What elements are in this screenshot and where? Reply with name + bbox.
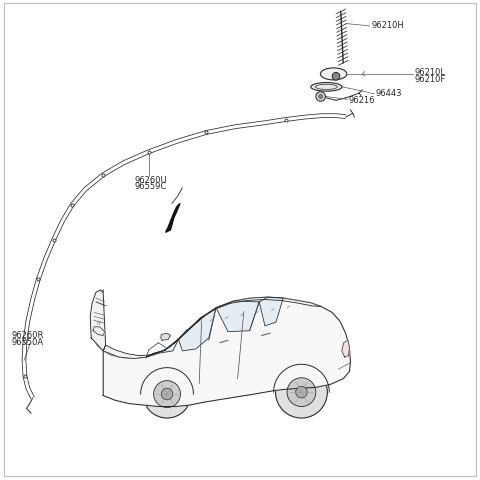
Circle shape [276, 366, 327, 418]
Circle shape [143, 370, 191, 418]
Ellipse shape [321, 69, 347, 81]
Polygon shape [179, 308, 216, 351]
Polygon shape [90, 290, 106, 351]
Polygon shape [342, 341, 349, 357]
Circle shape [296, 386, 307, 398]
Polygon shape [166, 204, 180, 233]
Circle shape [161, 388, 173, 400]
Text: 96210L: 96210L [414, 68, 445, 77]
Polygon shape [259, 298, 283, 326]
Polygon shape [93, 327, 105, 336]
Polygon shape [146, 318, 202, 357]
Polygon shape [161, 334, 170, 341]
Circle shape [332, 73, 340, 81]
Text: 96260R: 96260R [12, 330, 44, 339]
Text: 96559C: 96559C [134, 182, 167, 191]
Text: 96550A: 96550A [12, 337, 44, 347]
Text: H: H [97, 320, 101, 325]
Polygon shape [163, 330, 187, 351]
Polygon shape [103, 346, 166, 359]
Text: 96210H: 96210H [372, 21, 405, 30]
Circle shape [287, 378, 316, 407]
Circle shape [316, 93, 325, 102]
Circle shape [154, 381, 180, 408]
Polygon shape [91, 290, 350, 407]
Text: 96210F: 96210F [414, 74, 445, 84]
Text: 96216: 96216 [349, 96, 375, 105]
Text: 96260U: 96260U [134, 175, 167, 184]
Circle shape [319, 96, 323, 99]
Polygon shape [179, 298, 322, 340]
Polygon shape [216, 301, 259, 332]
Text: 96443: 96443 [376, 88, 402, 97]
Ellipse shape [311, 84, 342, 92]
